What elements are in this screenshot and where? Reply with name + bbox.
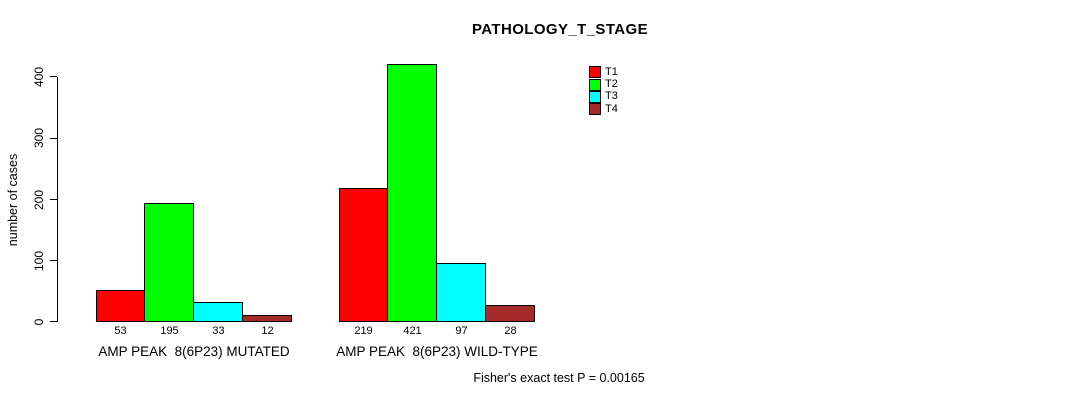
legend-label: T4 — [605, 102, 618, 115]
legend-swatch-t4 — [589, 103, 601, 116]
bar-t4-group2 — [484, 304, 535, 322]
bar-t3-group1 — [192, 301, 243, 322]
bar-value-label: 28 — [504, 325, 517, 337]
y-tick-label: 300 — [32, 128, 46, 149]
y-axis-label: number of cases — [6, 153, 20, 247]
bar-t2-group1 — [143, 202, 194, 322]
bar-value-label: 12 — [261, 325, 274, 337]
y-tick-label: 0 — [32, 318, 46, 326]
y-tick — [50, 76, 57, 78]
legend-swatch-t1 — [589, 66, 601, 79]
legend-item-t3: T3 — [589, 90, 618, 103]
bar-value-label: 421 — [403, 325, 422, 337]
legend-swatch-t3 — [589, 90, 601, 103]
bar-t2-group2 — [386, 64, 437, 322]
bar-t4-group1 — [241, 314, 292, 322]
y-tick-label: 400 — [32, 66, 46, 88]
y-axis-line — [57, 77, 58, 322]
bar-value-label: 195 — [160, 325, 179, 337]
bar-t1-group1 — [96, 289, 145, 322]
group-label: AMP PEAK 8(6P23) WILD-TYPE — [336, 344, 538, 359]
legend-label: T3 — [605, 90, 618, 103]
legend-label: T1 — [605, 65, 618, 78]
bar-t3-group2 — [435, 262, 486, 322]
bar-value-label: 219 — [354, 325, 373, 337]
y-tick — [50, 321, 57, 323]
footer-annotation: Fisher's exact test P = 0.00165 — [473, 371, 645, 385]
legend-item-t1: T1 — [589, 65, 618, 79]
y-tick-label: 100 — [32, 250, 46, 271]
group-label: AMP PEAK 8(6P23) MUTATED — [98, 344, 290, 359]
bar-t1-group2 — [339, 187, 388, 322]
y-tick-label: 200 — [32, 189, 46, 210]
bar-value-label: 33 — [212, 325, 225, 337]
y-tick — [50, 198, 57, 200]
legend-swatch-t2 — [589, 78, 601, 91]
legend-label: T2 — [605, 78, 618, 91]
y-tick — [50, 260, 57, 261]
legend-item-t4: T4 — [589, 102, 618, 116]
bar-value-label: 53 — [114, 325, 127, 337]
chart-title: PATHOLOGY_T_STAGE — [472, 21, 648, 38]
legend-item-t2: T2 — [589, 78, 618, 91]
legend: T1 T2 T3 T4 — [589, 66, 618, 116]
bar-value-label: 97 — [455, 325, 468, 337]
y-tick — [50, 137, 57, 139]
